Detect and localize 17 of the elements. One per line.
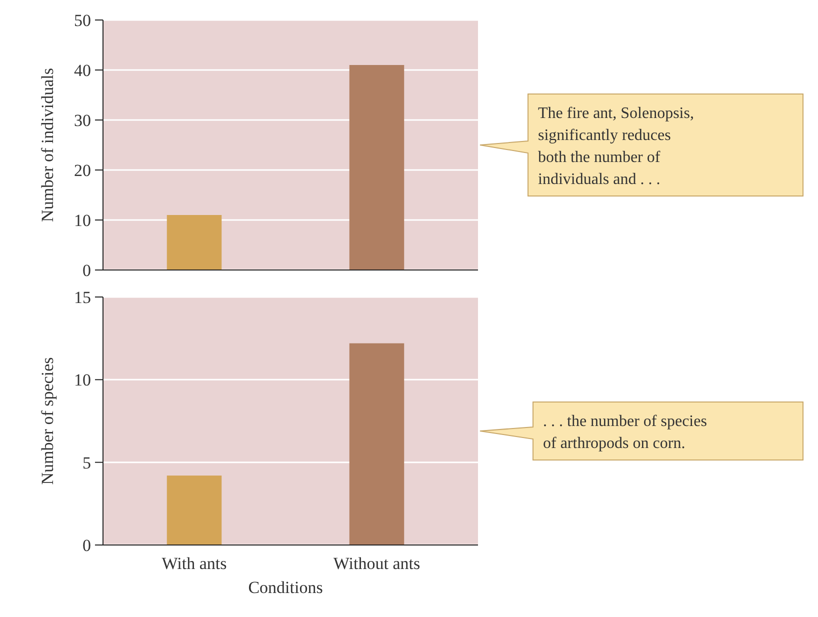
y-tick-label: 15 (74, 288, 91, 307)
y-tick-label: 10 (74, 210, 91, 230)
y-tick-label: 20 (74, 160, 91, 180)
y-tick-label: 40 (74, 60, 91, 80)
y-tick-label: 10 (74, 370, 91, 390)
y-tick-label: 0 (82, 260, 91, 280)
text: . . . the number of species of arthropods on corn. (543, 413, 707, 452)
y-axis-title: Number of species (38, 357, 57, 485)
y-tick-label: 0 (82, 536, 91, 555)
x-axis-title: Conditions (248, 578, 323, 597)
y-tick-label: 30 (74, 110, 91, 130)
x-tick-label: With ants (162, 554, 227, 573)
y-tick-label: 50 (74, 10, 91, 30)
y-axis-title: Number of individuals (38, 68, 57, 222)
x-tick-label: Without ants (333, 554, 420, 573)
y-tick-label: 5 (82, 453, 91, 472)
text: The fire ant, Solenopsis, significantly reduces both the number of individuals and . . . (538, 105, 694, 188)
